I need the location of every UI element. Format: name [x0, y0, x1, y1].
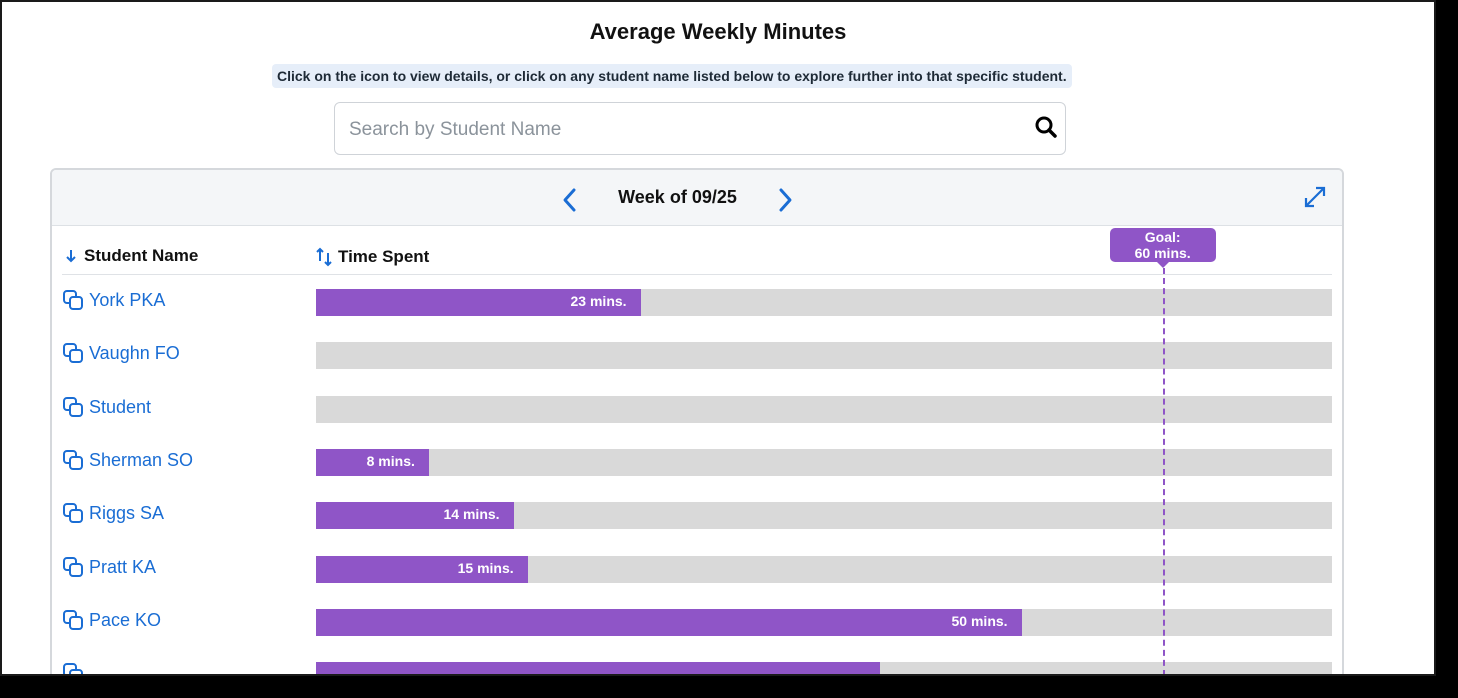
time-bar: 8 mins.	[316, 449, 429, 476]
search-icon[interactable]	[1033, 114, 1059, 140]
student-row: Pratt KA 15 mins.	[52, 544, 1342, 597]
student-link[interactable]: Sherman SO	[62, 449, 193, 471]
search-box	[334, 102, 1066, 155]
header-divider	[62, 274, 1332, 275]
time-bar: 15 mins.	[316, 556, 528, 583]
details-icon[interactable]	[62, 556, 84, 578]
student-row: Sherman SO 8 mins.	[52, 437, 1342, 490]
student-name: Sherman SO	[89, 449, 194, 470]
search-input[interactable]	[347, 113, 1011, 147]
time-bar-track: 14 mins.	[316, 502, 1332, 529]
sort-student-name[interactable]: Student Name	[64, 246, 198, 266]
student-link[interactable]: York PKA	[62, 289, 165, 311]
details-icon[interactable]	[62, 662, 84, 676]
time-bar-label: 8 mins.	[366, 453, 415, 469]
student-name: Vaughn FO	[89, 342, 180, 363]
student-name: Riggs SA	[89, 502, 165, 523]
student-row: Student	[52, 384, 1342, 437]
time-bar-track: 50 mins.	[316, 609, 1332, 636]
time-bar-track	[316, 396, 1332, 423]
details-icon[interactable]	[62, 342, 84, 364]
time-bar-track: 8 mins.	[316, 449, 1332, 476]
time-bar-label: 15 mins.	[457, 560, 514, 576]
goal-badge: Goal: 60 mins.	[1109, 228, 1216, 268]
time-bar-track: 15 mins.	[316, 556, 1332, 583]
chevron-left-icon[interactable]	[560, 186, 580, 214]
week-navigator: Week of 09/25	[52, 170, 1342, 226]
student-row: Pace KO 50 mins.	[52, 597, 1342, 650]
student-name: Student	[89, 396, 152, 417]
column-header-time-spent: Time Spent	[338, 247, 430, 266]
sort-both-icon	[316, 247, 332, 267]
student-link[interactable]: Vaughn FO	[62, 342, 180, 364]
student-link[interactable]: Student	[62, 396, 151, 418]
student-name: York PKA	[89, 289, 166, 310]
page-title: Average Weekly Minutes	[589, 19, 847, 44]
app-frame: Average Weekly Minutes Click on the icon…	[0, 0, 1436, 676]
expand-icon[interactable]	[1300, 182, 1330, 212]
goal-label: Goal:	[1144, 229, 1181, 245]
student-row: Vaughn FO	[52, 330, 1342, 383]
time-bar-track	[316, 662, 1332, 674]
week-label: Week of 09/25	[618, 187, 737, 207]
student-row	[52, 650, 1342, 676]
goal-value: 60 mins.	[1134, 245, 1191, 261]
goal-line	[1162, 268, 1165, 674]
time-bar-label: 14 mins.	[443, 506, 500, 522]
student-row: Riggs SA 14 mins.	[52, 490, 1342, 543]
student-link[interactable]	[62, 662, 89, 676]
details-icon[interactable]	[62, 609, 84, 631]
student-link[interactable]: Pace KO	[62, 609, 161, 631]
sort-time-spent[interactable]: Time Spent	[316, 246, 429, 268]
info-hint: Click on the icon to view details, or cl…	[272, 64, 1072, 88]
time-bar-label: 23 mins.	[570, 293, 627, 309]
sort-down-icon	[66, 250, 76, 263]
time-bar-label: 50 mins.	[951, 613, 1008, 629]
student-link[interactable]: Riggs SA	[62, 502, 164, 524]
details-icon[interactable]	[62, 449, 84, 471]
minutes-panel: Week of 09/25 Student Name	[50, 168, 1344, 676]
student-name: Pace KO	[89, 609, 162, 630]
time-bar	[316, 662, 881, 674]
column-header-student-name: Student Name	[84, 246, 199, 265]
details-icon[interactable]	[62, 396, 84, 418]
details-icon[interactable]	[62, 502, 84, 524]
time-bar-track: 23 mins.	[316, 289, 1332, 316]
time-bar-track	[316, 342, 1332, 369]
student-name: Pratt KA	[89, 556, 157, 577]
details-icon[interactable]	[62, 289, 84, 311]
student-row: York PKA 23 mins.	[52, 277, 1342, 330]
time-bar: 14 mins.	[316, 502, 514, 529]
chevron-right-icon[interactable]	[775, 186, 795, 214]
time-bar: 50 mins.	[316, 609, 1022, 636]
time-bar: 23 mins.	[316, 289, 641, 316]
student-link[interactable]: Pratt KA	[62, 556, 156, 578]
